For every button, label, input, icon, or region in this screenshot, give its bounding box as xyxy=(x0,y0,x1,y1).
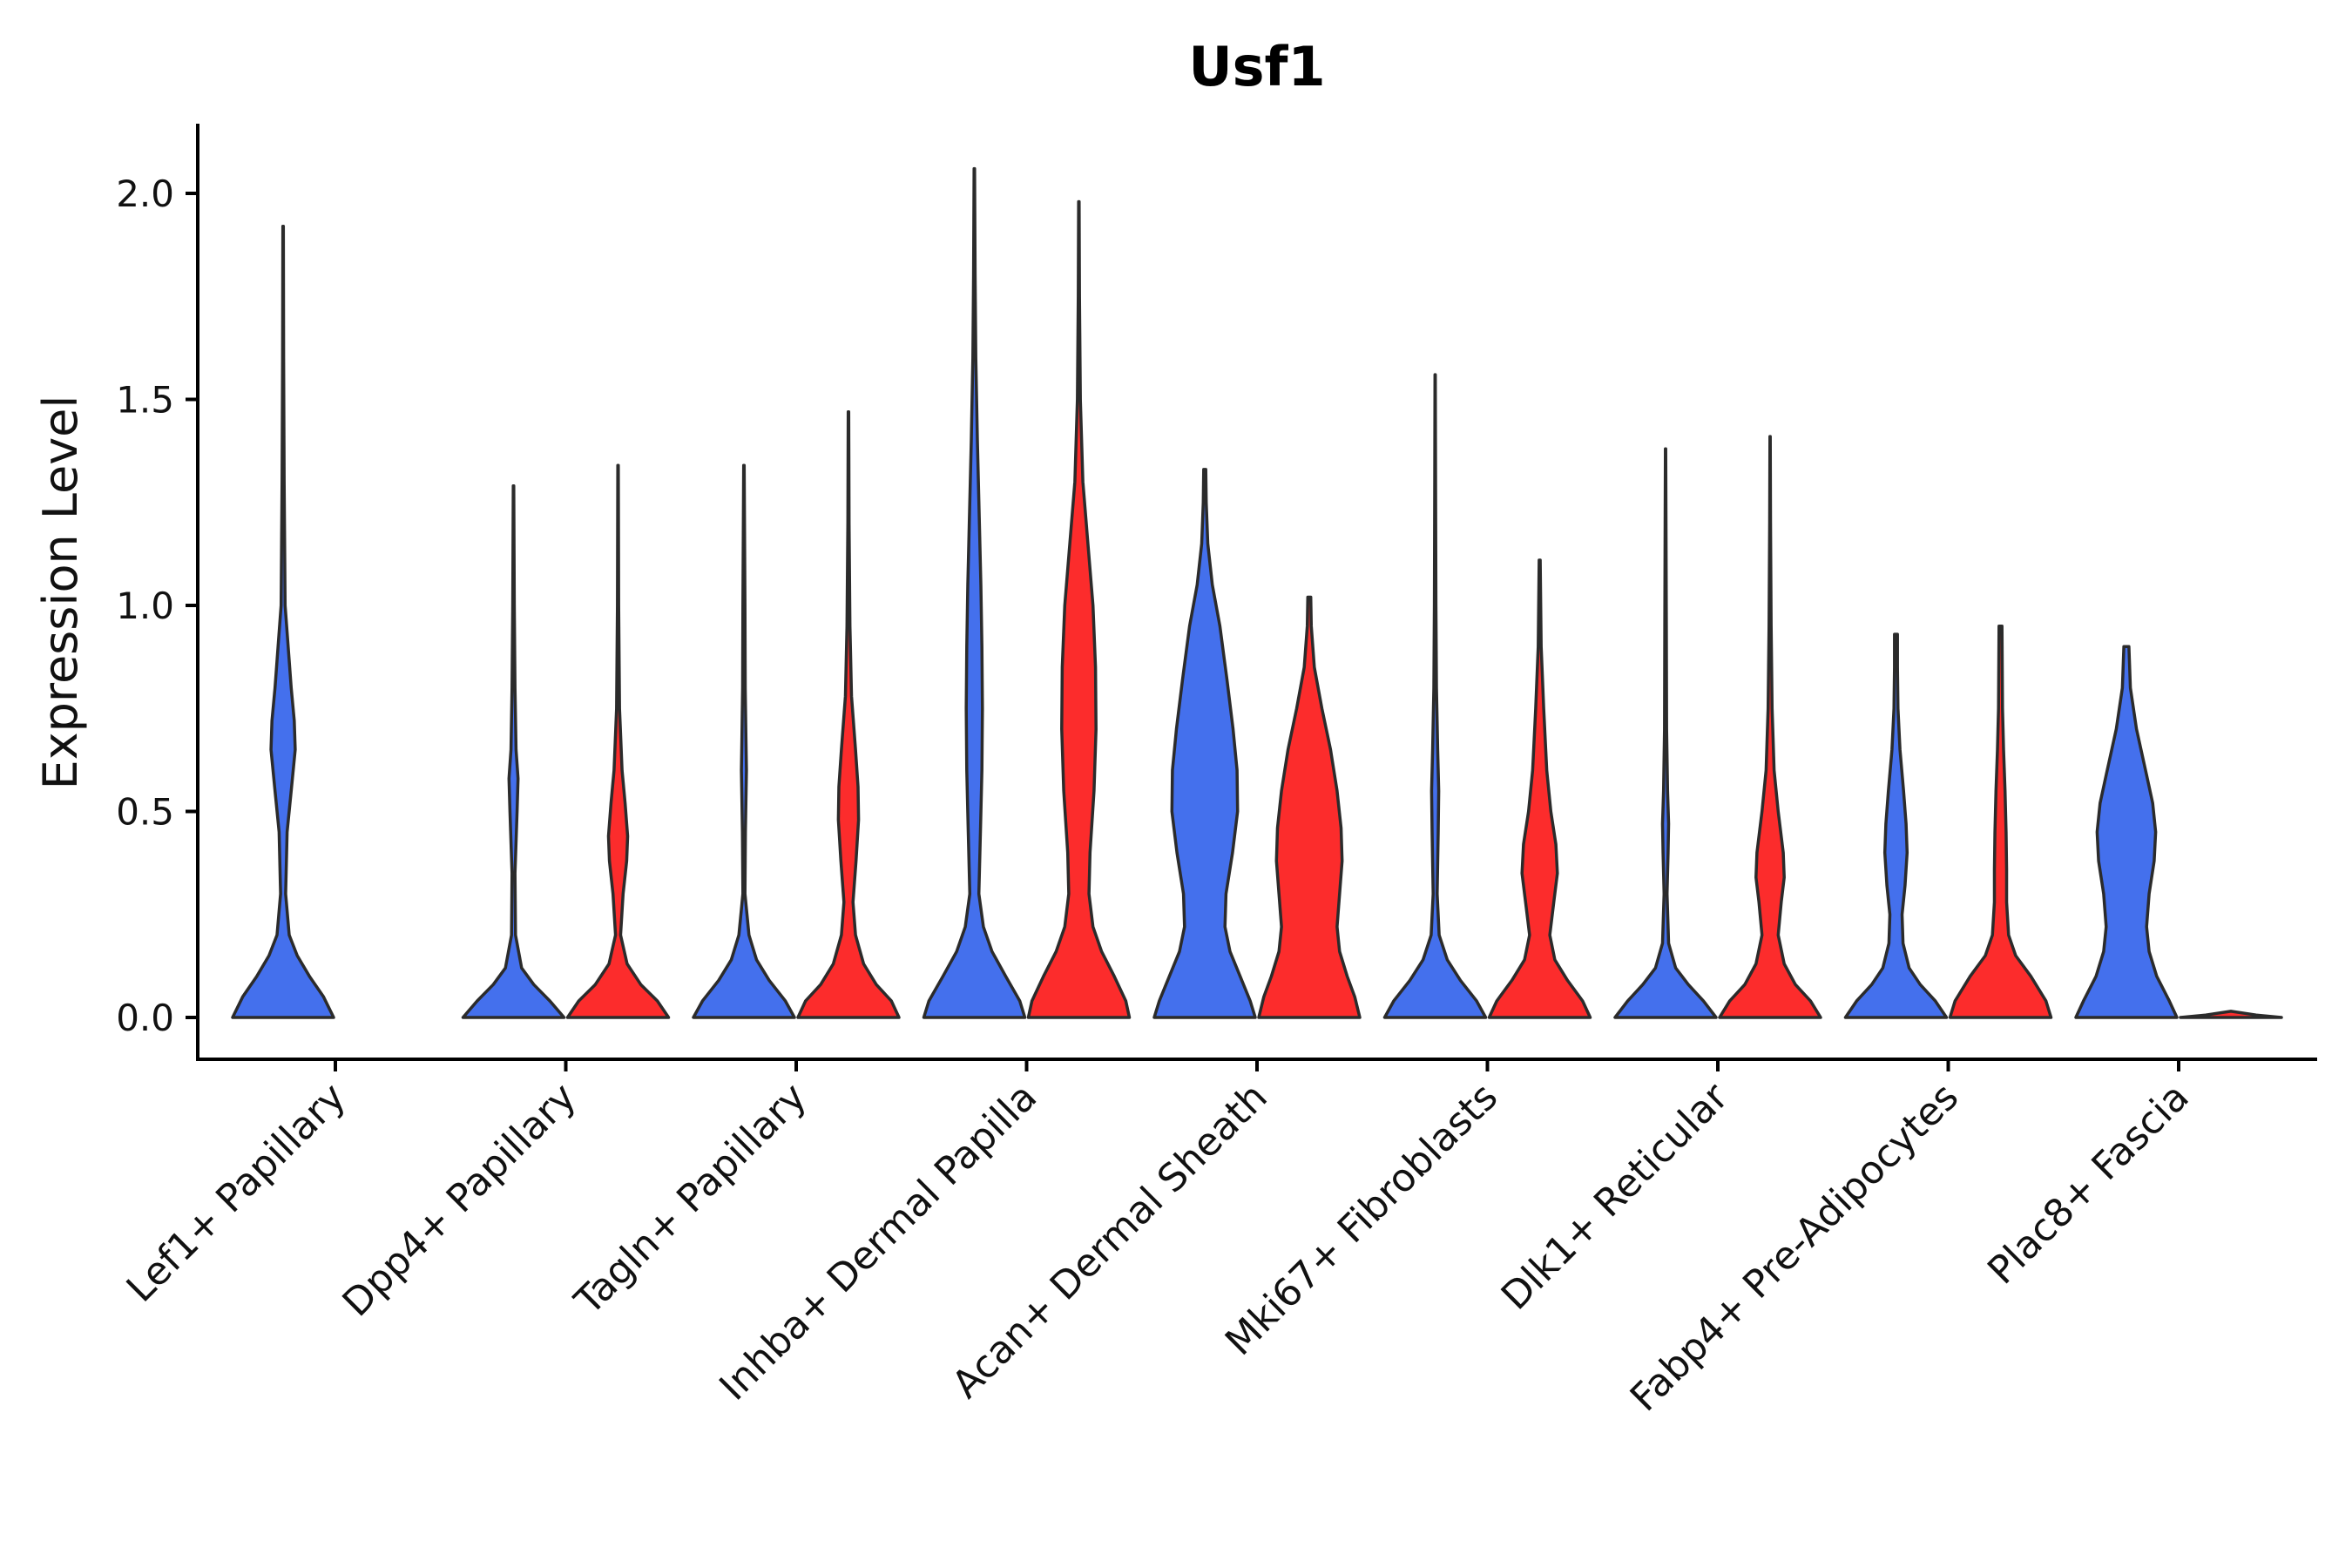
violin-group xyxy=(231,166,2283,1019)
violin-plac8-fascia-group2 xyxy=(2179,1010,2283,1019)
violin-lef1-papillary-group1 xyxy=(231,225,335,1019)
violin-inhba-dermal-papilla-group2 xyxy=(1026,199,1132,1019)
violin-mki67-fibroblasts-group2 xyxy=(1487,558,1592,1019)
violin-dlk1-reticular-group1 xyxy=(1613,447,1718,1019)
x-tick-label: Tagln+ Papillary xyxy=(566,1075,815,1324)
y-tick-label: 2.0 xyxy=(116,172,174,215)
x-tick-label: Dlk1+ Reticular xyxy=(1493,1074,1738,1319)
y-tick-label: 0.5 xyxy=(116,791,174,834)
x-tick-label: Dpp4+ Papillary xyxy=(335,1075,585,1326)
x-tick-label: Lef1+ Papillary xyxy=(118,1075,355,1311)
y-tick-label: 0.0 xyxy=(116,997,174,1039)
violin-dpp4-papillary-group2 xyxy=(565,463,671,1019)
violin-fabp4-pre-adipocytes-group1 xyxy=(1843,632,1949,1019)
violin-tagln-papillary-group2 xyxy=(796,409,901,1019)
y-tick-label: 1.0 xyxy=(116,585,174,627)
violin-tagln-papillary-group1 xyxy=(692,463,796,1019)
y-axis-label: Expression Level xyxy=(33,395,88,790)
violin-dlk1-reticular-group2 xyxy=(1718,435,1822,1019)
violin-acan-dermal-sheath-group1 xyxy=(1152,468,1257,1019)
y-tick-label: 1.5 xyxy=(116,379,174,422)
x-tick-label: Plac8+ Fascia xyxy=(1979,1075,2198,1294)
violin-acan-dermal-sheath-group2 xyxy=(1257,595,1362,1019)
chart-title: Usf1 xyxy=(1188,35,1325,98)
violin-fabp4-pre-adipocytes-group2 xyxy=(1948,624,2053,1019)
y-ticks: 0.0 0.5 1.0 1.5 2.0 xyxy=(116,172,198,1039)
violin-inhba-dermal-papilla-group1 xyxy=(922,166,1027,1019)
violin-dpp4-papillary-group1 xyxy=(461,484,566,1019)
violin-mki67-fibroblasts-group1 xyxy=(1382,373,1488,1019)
violin-plac8-fascia-group1 xyxy=(2074,645,2179,1019)
